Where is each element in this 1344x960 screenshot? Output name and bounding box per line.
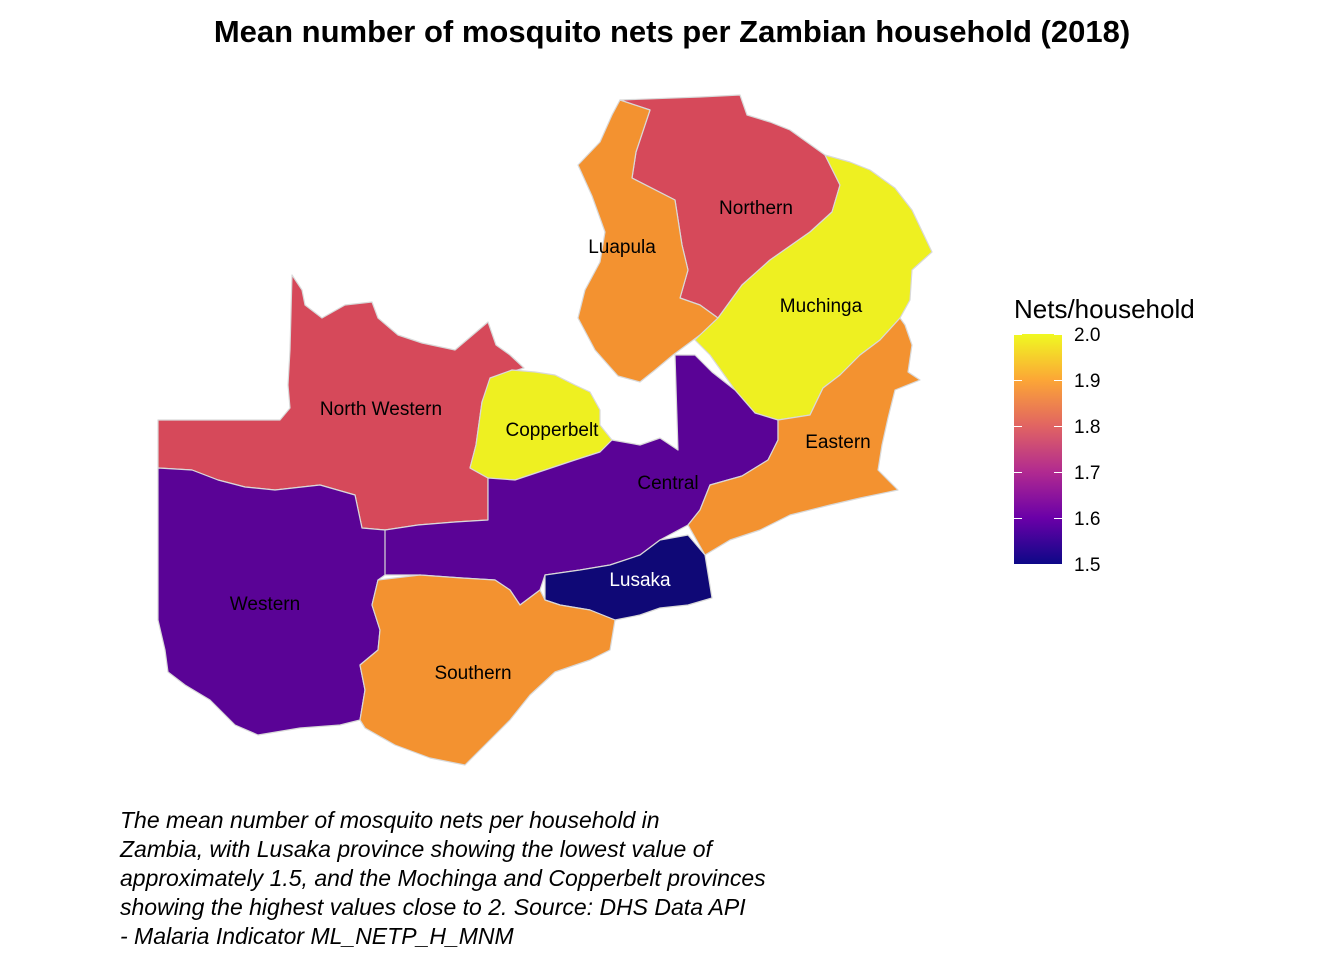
legend-tickmark: [1054, 518, 1062, 519]
legend-color-bar: [1014, 334, 1062, 564]
province-southern[interactable]: [359, 574, 616, 766]
legend-tick-label: 1.8: [1074, 417, 1101, 438]
map-caption: The mean number of mosquito nets per hou…: [120, 807, 766, 949]
legend-tickmark: [1014, 426, 1022, 427]
legend-tickmark: [1014, 334, 1022, 335]
label-central: Central: [637, 473, 698, 494]
chart-title: Mean number of mosquito nets per Zambian…: [213, 14, 1131, 49]
legend-tick-label: 1.9: [1074, 371, 1101, 392]
label-southern: Southern: [434, 663, 511, 684]
label-northern: Northern: [719, 198, 793, 219]
legend-title: Nets/household: [1014, 294, 1195, 324]
legend-tick-label: 1.5: [1074, 555, 1101, 576]
label-north-western: North Western: [320, 399, 442, 420]
legend-tickmark: [1054, 380, 1062, 381]
legend-tickmark: [1054, 472, 1062, 473]
label-eastern: Eastern: [805, 432, 870, 453]
legend-tickmark: [1014, 380, 1022, 381]
label-copperbelt: Copperbelt: [506, 420, 600, 441]
legend-tick-label: 1.6: [1074, 509, 1101, 530]
legend-tickmark: [1054, 426, 1062, 427]
label-muchinga: Muchinga: [780, 296, 863, 317]
legend-tickmark: [1014, 472, 1022, 473]
legend-tick-label: 1.7: [1074, 463, 1101, 484]
legend-tickmark: [1014, 518, 1022, 519]
label-lusaka: Lusaka: [609, 570, 671, 591]
province-luapula[interactable]: [577, 99, 719, 383]
label-western: Western: [230, 594, 300, 615]
legend-tick-label: 2.0: [1074, 325, 1101, 346]
legend-tickmark: [1054, 334, 1062, 335]
label-luapula: Luapula: [588, 237, 656, 258]
color-legend: Nets/household 2.0 1.9 1.8 1.7 1.6 1.5: [1014, 294, 1254, 594]
